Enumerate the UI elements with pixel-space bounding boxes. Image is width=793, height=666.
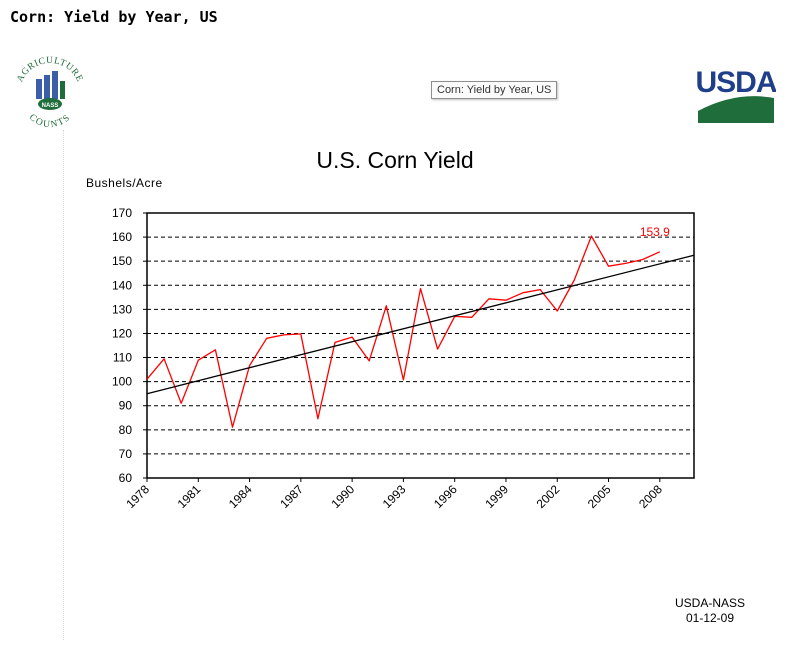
x-tick-label: 1993 <box>380 482 409 511</box>
footer: USDA-NASS 01-12-09 <box>660 596 760 626</box>
usda-logo-text: USDA <box>696 66 776 99</box>
agriculture-counts-logo: AGRICULTURE COUNTS NASS <box>15 56 84 130</box>
y-tick-label: 120 <box>112 326 132 340</box>
y-tick-label: 130 <box>112 302 132 316</box>
y-tick-label: 100 <box>112 375 132 389</box>
y-tick-label: 60 <box>119 471 133 485</box>
footer-date: 01-12-09 <box>685 611 735 625</box>
left-dotted-border <box>63 130 65 640</box>
x-tick-label: 1996 <box>431 482 460 511</box>
y-tick-label: 140 <box>112 278 132 292</box>
grid-lines <box>147 236 694 455</box>
y-tick-label: 80 <box>119 423 133 437</box>
x-tick-labels: 1978 1981 1984 1987 1990 1993 1996 1999 2002 2005… <box>123 478 665 511</box>
logo-badge-text: NASS <box>42 103 59 109</box>
x-tick-label: 1978 <box>123 482 152 511</box>
series <box>146 235 695 428</box>
page-title: Corn: Yield by Year, US <box>10 8 218 26</box>
y-tick-label: 170 <box>112 206 132 220</box>
y-tick-label: 70 <box>119 447 133 461</box>
chart-title: U.S. Corn Yield <box>316 147 473 173</box>
x-tick-label: 2005 <box>585 482 614 511</box>
x-tick-label: 1987 <box>277 482 306 511</box>
plot-frame <box>146 212 695 479</box>
x-tick-label: 1990 <box>328 482 357 511</box>
series-line-trend <box>146 254 695 395</box>
usda-logo: USDA <box>696 66 776 123</box>
y-tick-label: 110 <box>113 351 132 365</box>
x-tick-label: 2008 <box>636 482 665 511</box>
y-tick-label: 160 <box>112 230 132 244</box>
x-tick-label: 2002 <box>534 482 563 511</box>
tooltip: Corn: Yield by Year, US <box>431 81 558 99</box>
x-tick-label: 1999 <box>482 482 511 511</box>
footer-source: USDA-NASS <box>674 596 745 610</box>
y-tick-label: 150 <box>112 254 132 268</box>
value-annotation: 153.9 <box>640 225 670 239</box>
y-tick-label: 90 <box>119 399 133 413</box>
y-axis-label: Bushels/Acre <box>86 176 163 190</box>
series-line-yield <box>146 235 661 428</box>
y-tick-labels: 60 70 80 90 100 110 120 130 140 150 160 170 <box>112 206 147 485</box>
x-tick-label: 1981 <box>175 482 204 511</box>
x-tick-label: 1984 <box>226 482 255 511</box>
